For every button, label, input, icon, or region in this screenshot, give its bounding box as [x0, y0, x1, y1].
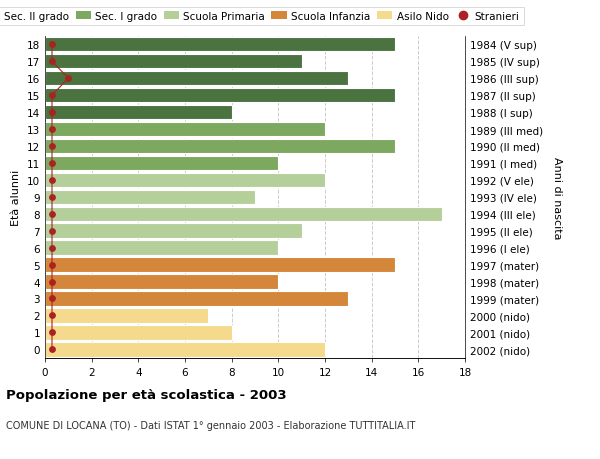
Bar: [45, 106, 232, 120]
Point: [47, 329, 57, 336]
Point: [47, 109, 57, 117]
Bar: [45, 241, 278, 255]
Bar: [45, 55, 302, 69]
Bar: [45, 38, 395, 52]
Point: [47, 261, 57, 269]
Bar: [45, 173, 325, 188]
Point: [47, 211, 57, 218]
Point: [47, 228, 57, 235]
Bar: [45, 190, 255, 205]
Legend: Sec. II grado, Sec. I grado, Scuola Primaria, Scuola Infanzia, Asilo Nido, Stran: Sec. II grado, Sec. I grado, Scuola Prim…: [0, 7, 524, 26]
Bar: [45, 72, 349, 86]
Point: [47, 92, 57, 100]
Bar: [45, 224, 302, 238]
Text: Popolazione per età scolastica - 2003: Popolazione per età scolastica - 2003: [6, 388, 287, 401]
Text: COMUNE DI LOCANA (TO) - Dati ISTAT 1° gennaio 2003 - Elaborazione TUTTITALIA.IT: COMUNE DI LOCANA (TO) - Dati ISTAT 1° ge…: [6, 420, 415, 430]
Bar: [45, 207, 442, 221]
Point: [47, 41, 57, 49]
Point: [47, 194, 57, 201]
Point: [47, 160, 57, 167]
Bar: [45, 157, 278, 171]
Bar: [45, 291, 349, 306]
Bar: [45, 342, 325, 357]
Point: [47, 295, 57, 302]
Bar: [45, 140, 395, 154]
Bar: [45, 308, 208, 323]
Y-axis label: Età alunni: Età alunni: [11, 169, 22, 225]
Point: [47, 346, 57, 353]
Y-axis label: Anni di nascita: Anni di nascita: [553, 156, 562, 239]
Point: [47, 245, 57, 252]
Point: [47, 58, 57, 66]
Point: [64, 75, 73, 83]
Bar: [45, 123, 325, 137]
Point: [47, 177, 57, 184]
Bar: [45, 258, 395, 272]
Point: [47, 143, 57, 150]
Point: [47, 126, 57, 134]
Bar: [45, 89, 395, 103]
Bar: [45, 275, 278, 289]
Point: [47, 312, 57, 319]
Point: [47, 278, 57, 285]
Bar: [45, 325, 232, 340]
